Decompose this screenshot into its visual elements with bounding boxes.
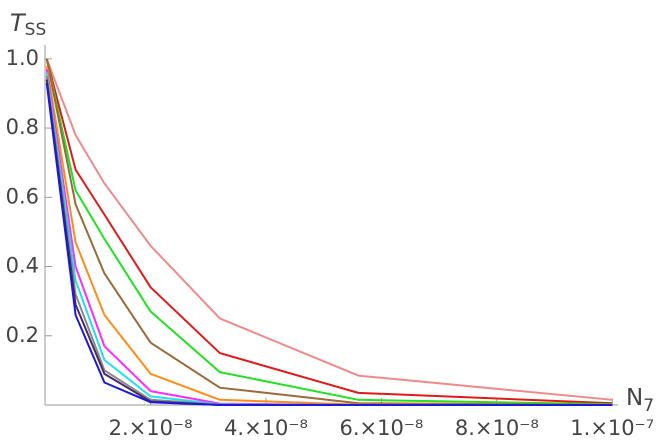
y-axis-label: TSS [10,9,46,40]
y-tick-label: 0.6 [6,184,39,208]
y-tick-label: 0.8 [6,115,39,139]
series-line [45,58,613,406]
y-label-main: T [10,9,27,37]
x-label-sub: 7 [643,396,654,416]
y-tick-label: 1.0 [6,46,39,70]
series-line [45,82,613,406]
series-line [45,79,613,406]
x-tick-label: 8.×10⁻⁸ [455,416,539,440]
series-line [45,72,613,406]
x-tick-label: 6.×10⁻⁸ [339,416,423,440]
series-line [45,76,613,406]
series-line [45,58,613,405]
series-line [45,65,613,406]
x-tick-label: 4.×10⁻⁸ [224,416,308,440]
y-tick-label: 0.2 [6,323,39,347]
series-line [45,58,613,401]
y-label-sub: SS [25,20,47,40]
x-tick-label: 2.×10⁻⁸ [109,416,193,440]
series-line [45,58,613,406]
series-line [45,69,613,406]
x-label-main: N [626,385,643,411]
y-tick-label: 0.4 [6,254,39,278]
x-tick-label: 1.×10⁻⁷ [570,416,654,440]
x-axis-label: N7 [626,385,654,417]
